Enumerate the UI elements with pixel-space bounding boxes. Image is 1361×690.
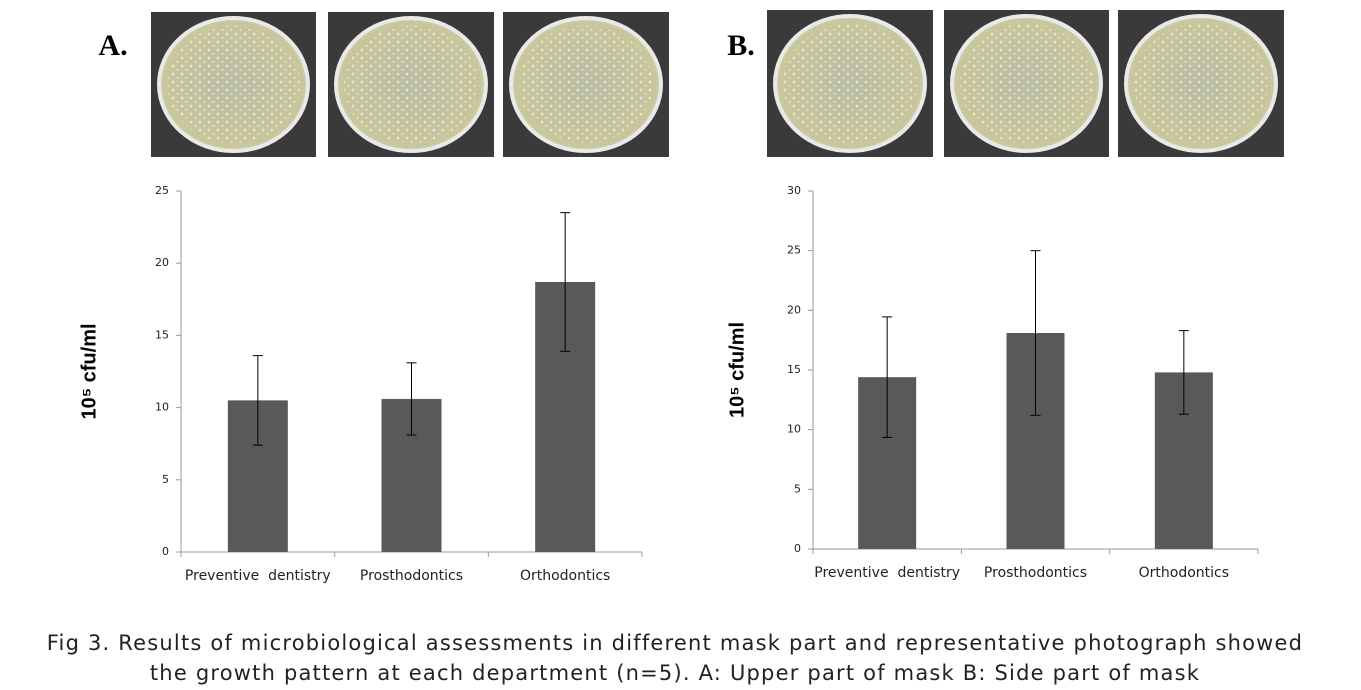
y-tick-label: 0 [162, 545, 169, 558]
y-tick-label: 5 [162, 473, 169, 486]
y-tick-label: 15 [787, 363, 801, 376]
colonies [167, 26, 300, 143]
plate-photos [151, 10, 1284, 157]
y-tick-label: 30 [787, 184, 801, 197]
x-tick-label: Preventive dentistry [185, 568, 331, 584]
y-tick-label: 0 [794, 542, 801, 555]
x-tick-label: Orthodontics [1139, 565, 1229, 581]
colonies [519, 26, 653, 143]
y-tick-label: 10 [155, 401, 169, 414]
y-axis-label: 10⁵ cfu/ml [726, 322, 748, 418]
x-tick-label: Preventive dentistry [814, 565, 960, 581]
colonies [783, 24, 917, 143]
colonies [960, 24, 1093, 143]
caption: Fig 3. Results of microbiological assess… [47, 631, 1303, 655]
y-tick-label: 15 [155, 328, 169, 341]
x-tick-label: Orthodontics [520, 568, 610, 584]
y-tick-label: 10 [787, 423, 801, 436]
y-tick-label: 20 [787, 303, 801, 316]
x-tick-label: Prosthodontics [360, 568, 463, 584]
y-tick-label: 20 [155, 256, 169, 269]
y-tick-label: 25 [155, 184, 169, 197]
panel-label: A. [98, 29, 127, 62]
colonies [1134, 24, 1268, 143]
y-axis-label: 10⁵ cfu/ml [78, 323, 100, 419]
y-tick-label: 25 [787, 244, 801, 257]
caption: the growth pattern at each department (n… [150, 661, 1200, 685]
colonies [344, 26, 478, 143]
y-tick-label: 5 [794, 482, 801, 495]
x-tick-label: Prosthodontics [984, 565, 1087, 581]
panel-label: B. [727, 29, 755, 62]
